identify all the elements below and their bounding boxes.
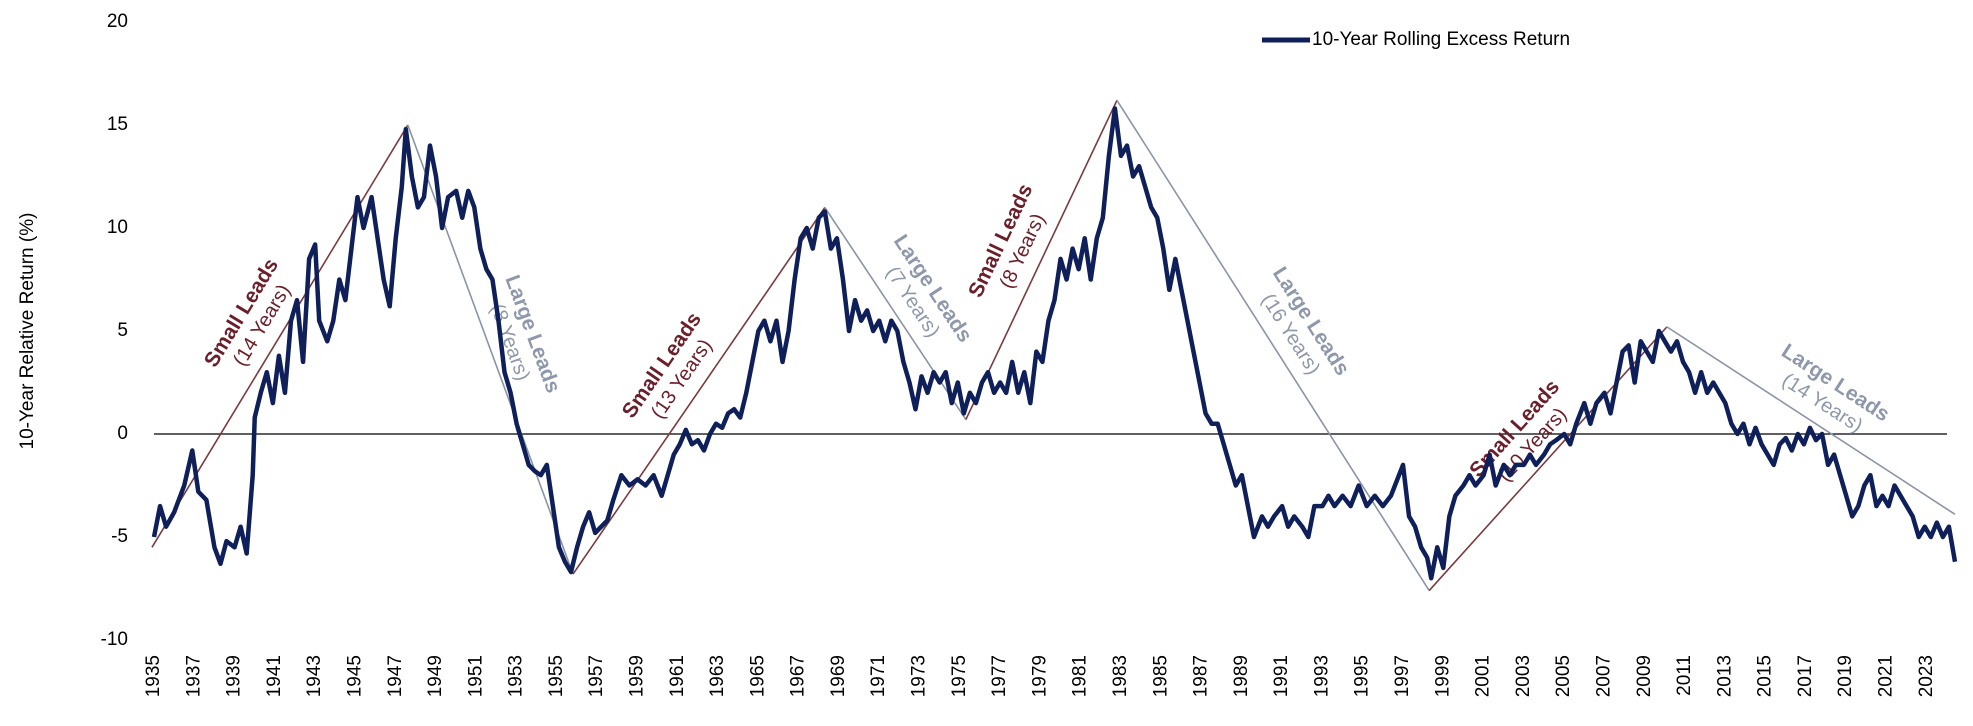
x-tick-label: 2021: [1876, 655, 1897, 697]
x-tick-label: 1995: [1352, 655, 1373, 697]
x-tick-label: 2009: [1634, 655, 1655, 697]
x-tick-label: 1957: [586, 655, 607, 697]
x-tick-label: 1955: [546, 655, 567, 697]
x-tick-label: 1979: [1029, 655, 1050, 697]
x-tick-label: 1961: [667, 655, 688, 697]
x-tick-label: 1965: [747, 655, 768, 697]
trend-line: [407, 124, 574, 575]
series-line: [151, 106, 1958, 581]
x-tick-label: 1987: [1191, 655, 1212, 697]
x-tick-label: 1993: [1311, 655, 1332, 697]
trend-line: [965, 99, 1118, 420]
trend-line: [1428, 326, 1668, 592]
x-tick-label: 2003: [1513, 655, 1534, 697]
x-tick-label: 2017: [1795, 655, 1816, 697]
x-tick-label: 2023: [1916, 655, 1937, 697]
y-tick-label: -10: [101, 629, 128, 650]
y-tick-label: 0: [117, 423, 128, 444]
x-tick-label: 1949: [425, 655, 446, 697]
x-tick-label: 1953: [506, 655, 527, 697]
y-tick-label: 10: [107, 217, 128, 238]
x-tick-label: 1973: [909, 655, 930, 697]
x-tick-label: 1985: [1150, 655, 1171, 697]
trend-line: [824, 206, 967, 421]
x-tick-label: 1967: [788, 655, 809, 697]
y-tick-label: -5: [111, 526, 128, 547]
x-tick-label: 1945: [344, 655, 365, 697]
x-tick-label: 2001: [1473, 655, 1494, 697]
x-tick-label: 2011: [1674, 655, 1695, 696]
x-tick-label: 1999: [1432, 655, 1453, 697]
x-tick-label: 1943: [304, 655, 325, 697]
x-tick-label: 1947: [385, 655, 406, 697]
x-tick-label: 1959: [627, 655, 648, 697]
y-tick-label: 5: [117, 320, 128, 341]
x-tick-label: 1941: [264, 655, 285, 697]
x-tick-label: 1989: [1231, 655, 1252, 697]
y-tick-label: 15: [107, 114, 128, 135]
y-axis-label: 10-Year Relative Return (%): [17, 213, 38, 450]
x-tick-label: 2015: [1755, 655, 1776, 697]
x-tick-label: 1969: [828, 655, 849, 697]
legend-label: 10-Year Rolling Excess Return: [1312, 29, 1570, 50]
x-tick-label: 1983: [1110, 655, 1131, 697]
trend-line: [1666, 326, 1956, 516]
x-tick-label: 1977: [989, 655, 1010, 697]
x-tick-label: 1939: [224, 655, 245, 697]
trend-line: [151, 124, 409, 548]
trend-line: [572, 206, 826, 575]
x-tick-label: 1963: [707, 655, 728, 697]
x-tick-label: 1997: [1392, 655, 1413, 697]
x-tick-label: 1937: [183, 655, 204, 697]
x-tick-label: 1981: [1070, 655, 1091, 697]
x-tick-label: 1975: [949, 655, 970, 697]
y-tick-label: 20: [107, 11, 128, 32]
x-tick-label: 2007: [1593, 655, 1614, 697]
x-tick-label: 1935: [143, 655, 164, 697]
x-tick-label: 2005: [1553, 655, 1574, 697]
x-tick-label: 1951: [465, 655, 486, 697]
x-tick-label: 1991: [1271, 655, 1292, 697]
trend-line: [1116, 99, 1430, 591]
x-tick-label: 2019: [1835, 655, 1856, 697]
x-tick-label: 1971: [868, 655, 889, 697]
x-tick-label: 2013: [1714, 655, 1735, 697]
